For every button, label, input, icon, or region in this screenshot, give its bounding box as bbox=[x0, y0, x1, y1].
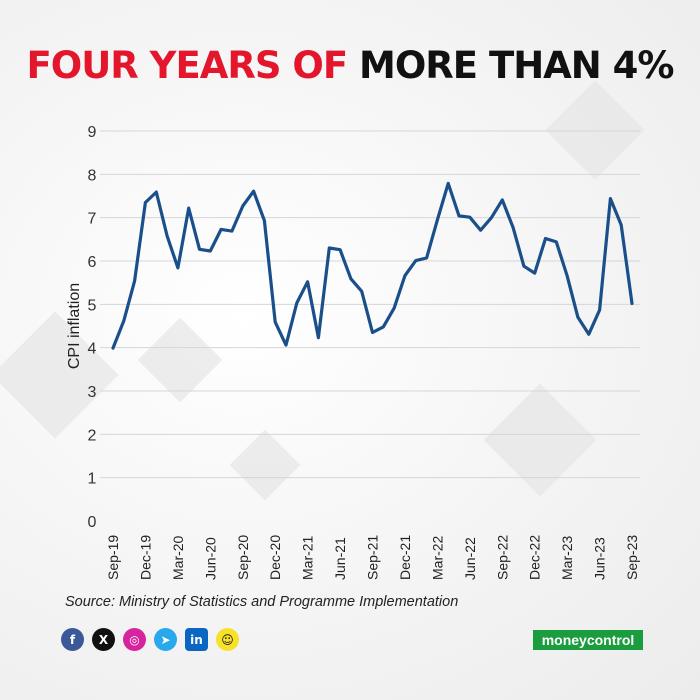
x-tick-label: Mar-21 bbox=[300, 535, 316, 580]
x-tick-label: Sep-21 bbox=[365, 535, 381, 580]
x-tick-label: Mar-20 bbox=[170, 535, 186, 580]
source-note: Source: Ministry of Statistics and Progr… bbox=[65, 594, 459, 610]
data-point bbox=[241, 204, 244, 208]
x-tick-label: Sep-20 bbox=[235, 535, 251, 580]
data-point bbox=[479, 229, 482, 232]
x-tick-label: Sep-19 bbox=[105, 535, 121, 580]
x-tick-label: Dec-21 bbox=[397, 535, 413, 580]
telegram-icon[interactable]: ➤ bbox=[154, 628, 177, 651]
x-tick-label: Mar-23 bbox=[559, 535, 575, 580]
data-point bbox=[252, 190, 255, 193]
y-tick-label: 3 bbox=[88, 384, 97, 401]
facebook-icon[interactable]: f bbox=[61, 628, 84, 651]
data-point bbox=[360, 290, 363, 293]
snapchat-icon[interactable]: ☺ bbox=[216, 628, 239, 651]
data-point bbox=[209, 249, 212, 253]
data-point bbox=[544, 237, 547, 240]
data-point bbox=[630, 302, 634, 305]
data-point bbox=[436, 218, 439, 222]
data-point bbox=[501, 198, 504, 202]
y-tick-label: 0 bbox=[88, 514, 97, 531]
data-point bbox=[490, 216, 493, 219]
x-tick-label: Mar-22 bbox=[429, 535, 445, 580]
data-point bbox=[328, 246, 331, 250]
data-point bbox=[317, 336, 320, 339]
data-point bbox=[155, 190, 158, 194]
social-icons: f X ◎ ➤ in ☺ bbox=[61, 628, 239, 651]
data-point bbox=[133, 279, 136, 283]
x-tick-label: Dec-22 bbox=[527, 535, 543, 580]
y-tick-label: 7 bbox=[88, 211, 97, 228]
x-tick-label: Jun-23 bbox=[592, 537, 608, 580]
x-tick-label: Jun-21 bbox=[332, 537, 348, 580]
data-point bbox=[165, 234, 169, 238]
x-icon[interactable]: X bbox=[92, 628, 115, 651]
y-tick-label: 8 bbox=[88, 167, 97, 184]
data-point bbox=[230, 229, 234, 233]
data-point bbox=[273, 320, 277, 324]
data-point bbox=[533, 271, 536, 275]
y-tick-label: 2 bbox=[88, 427, 97, 444]
data-point bbox=[144, 201, 147, 204]
data-point bbox=[306, 280, 309, 283]
data-point bbox=[457, 214, 461, 218]
line-chart: 0 1 2 3 4 5 6 7 8 9 CPI inflation Sep-19 Dec-19 Mar-2… bbox=[66, 124, 640, 580]
data-point bbox=[587, 333, 590, 336]
data-point bbox=[295, 301, 299, 305]
data-point bbox=[187, 206, 190, 210]
x-tick-label: Dec-20 bbox=[267, 535, 283, 580]
cpi-series-line bbox=[111, 181, 634, 350]
data-point bbox=[598, 308, 601, 312]
instagram-icon[interactable]: ◎ bbox=[123, 628, 146, 651]
y-tick-label: 5 bbox=[88, 297, 97, 314]
x-tick-label: Jun-22 bbox=[462, 537, 478, 580]
data-point bbox=[425, 256, 428, 260]
x-tick-label: Sep-22 bbox=[494, 535, 510, 580]
data-point bbox=[555, 240, 558, 244]
data-point bbox=[468, 216, 472, 219]
data-point bbox=[392, 307, 396, 310]
data-point bbox=[403, 274, 407, 277]
data-point bbox=[284, 343, 288, 347]
y-tick-label: 9 bbox=[88, 124, 97, 141]
data-point bbox=[122, 319, 126, 322]
y-tick-label: 4 bbox=[88, 341, 97, 358]
data-point bbox=[609, 197, 612, 200]
linkedin-icon[interactable]: in bbox=[185, 628, 208, 651]
x-tick-label: Jun-20 bbox=[202, 537, 218, 580]
data-point bbox=[565, 274, 569, 277]
data-point bbox=[263, 219, 266, 222]
title-red-part: FOUR YEARS OF bbox=[26, 44, 349, 87]
data-point bbox=[198, 248, 201, 251]
x-tick-label: Dec-19 bbox=[137, 535, 153, 580]
data-point bbox=[576, 316, 580, 319]
data-point bbox=[176, 266, 180, 270]
data-point bbox=[522, 265, 526, 268]
data-point bbox=[511, 226, 515, 229]
data-point bbox=[338, 248, 342, 251]
data-point bbox=[219, 228, 223, 231]
data-point bbox=[111, 346, 115, 350]
data-point bbox=[446, 182, 450, 185]
title-black-part: MORE THAN 4% bbox=[359, 44, 674, 87]
y-axis-label: CPI inflation bbox=[66, 283, 83, 369]
data-point bbox=[349, 277, 353, 280]
data-point bbox=[619, 223, 623, 227]
data-point bbox=[382, 325, 385, 329]
data-point bbox=[371, 331, 374, 334]
y-tick-label: 1 bbox=[88, 471, 97, 488]
x-tick-label: Sep-23 bbox=[624, 535, 640, 580]
y-tick-label: 6 bbox=[88, 254, 97, 271]
moneycontrol-logo: moneycontrol bbox=[533, 630, 643, 650]
chart-title: FOUR YEARS OF MORE THAN 4% bbox=[0, 44, 700, 87]
data-point bbox=[414, 259, 417, 262]
